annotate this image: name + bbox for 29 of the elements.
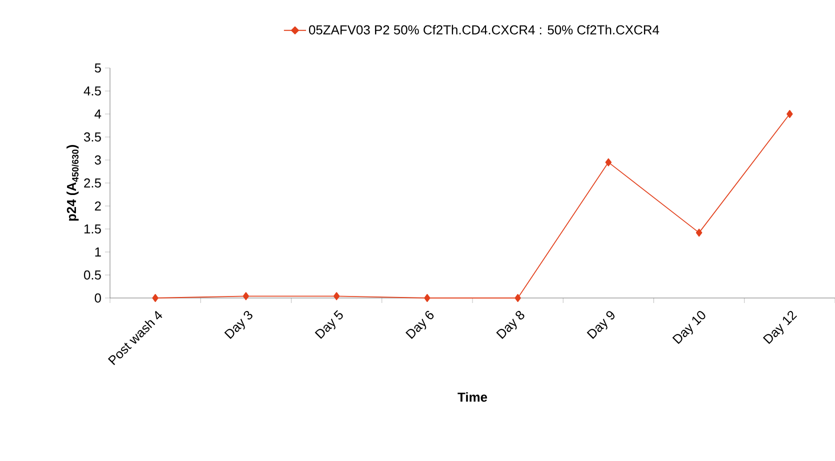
x-tick-label: Day 6 [406,310,434,339]
y-tick-label: 2 [94,201,101,211]
point [786,110,793,118]
y-tick-label: 4.5 [84,86,101,96]
legend-label: 05ZAFV03 P2 50% Cf2Th.CD4.CXCR4 : 50% Cf2Th.CXCR4 [308,24,660,34]
y-tick-label: 1.5 [84,224,101,234]
y-tick-label: 1 [95,248,101,256]
x-tick-label: Day 3 [224,310,252,339]
point [605,158,612,166]
y-tick-label: 3.5 [84,132,101,142]
x-tick-label: Day 5 [314,310,343,339]
point [696,228,702,237]
x-tick-label: Day 8 [496,310,524,339]
text: p24 (A$_{450/630}$) [66,145,79,221]
y-tick-label: 5 [94,63,101,73]
y-tick-label: 2.5 [84,178,101,188]
y-tick-label: 3 [94,155,101,165]
x-tick-label: Day 9 [586,311,614,339]
point [514,294,521,302]
point [242,292,250,300]
y-tick-label: 4 [94,110,102,118]
x-tick-label: Day 10 [672,311,706,344]
x-axis-title: Time [458,392,488,402]
point [152,294,158,302]
point [333,292,340,300]
point [424,294,430,302]
x-tick-label: Day 12 [762,310,798,344]
y-tick-label: 0.5 [84,270,101,280]
y-tick-label: 0 [94,293,101,303]
